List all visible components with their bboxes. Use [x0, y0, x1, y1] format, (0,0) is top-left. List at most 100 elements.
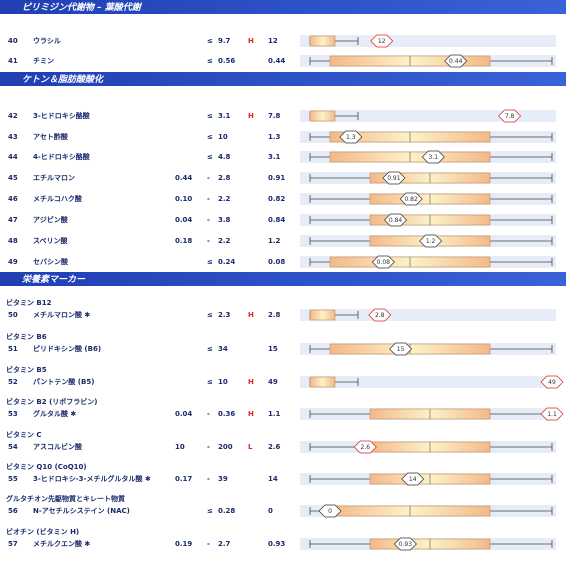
marker-label: 7.8: [505, 113, 515, 120]
analyte-name: エチルマロン: [33, 174, 75, 182]
marker-label: 0.91: [387, 175, 401, 182]
result-marker: [389, 342, 413, 356]
flag: H: [248, 410, 254, 418]
analyte-name: 3-ヒドロキシ-3-メチルグルタル酸 ✱: [33, 474, 151, 483]
marker-label: 15: [397, 346, 405, 353]
ref-low: 0.44: [175, 174, 192, 182]
section-header: [0, 72, 566, 86]
result-value: 1.2: [268, 237, 281, 245]
ref-high: 2.8: [218, 174, 231, 182]
result-marker: [419, 234, 443, 248]
group-label: ビタミン B5: [6, 365, 47, 374]
analyte-name: パントテン酸 (B5): [33, 377, 94, 386]
ref-op: -: [207, 443, 210, 451]
group-label: ビタミン C: [6, 430, 42, 439]
ref-high: 9.7: [218, 37, 231, 45]
marker-label: 0: [328, 508, 332, 515]
result-value: 0.93: [268, 540, 285, 548]
ref-high: 4.8: [218, 153, 231, 161]
group-label: ビオチン (ビタミン H): [6, 527, 79, 536]
row-number: 53: [8, 410, 18, 418]
result-value: 14: [268, 475, 278, 483]
group-label: グルタチオン先駆物質とキレート物質: [6, 494, 125, 503]
result-value: 0.82: [268, 195, 285, 203]
ref-low: 0.10: [175, 195, 192, 203]
row-number: 42: [8, 112, 18, 120]
result-marker: [318, 504, 342, 518]
group-label: ビタミン B6: [6, 332, 47, 341]
section-title: ケトン＆脂肪酸酸化: [22, 74, 105, 85]
analyte-name: グルタル酸 ✱: [33, 409, 76, 418]
ref-low: 0.19: [175, 540, 192, 548]
ref-high: 0.56: [218, 57, 235, 65]
group-label: ビタミン B2 (リボフラビン): [6, 397, 97, 406]
row-number: 45: [8, 174, 18, 182]
graph-band: [300, 309, 556, 321]
result-value: 0.84: [268, 216, 285, 224]
row-number: 56: [8, 507, 18, 515]
ref-high: 10: [218, 378, 228, 386]
row-number: 51: [8, 345, 18, 353]
analyte-name: セバシン酸: [33, 257, 69, 266]
marker-label: 2.8: [375, 312, 385, 319]
marker-label: 0.44: [449, 58, 463, 65]
marker-label: 49: [548, 379, 556, 386]
row-number: 54: [8, 443, 18, 451]
analyte-name: アスコルビン酸: [33, 442, 83, 451]
result-value: 7.8: [268, 112, 281, 120]
result-marker: [444, 54, 468, 68]
ref-op: ≤: [207, 57, 213, 65]
analyte-name: アジピン酸: [33, 215, 69, 224]
ref-high: 2.2: [218, 237, 231, 245]
ref-op: -: [207, 216, 210, 224]
row-number: 57: [8, 540, 18, 548]
marker-label: 0.82: [404, 196, 418, 203]
ref-op: -: [207, 475, 210, 483]
result-value: 49: [268, 378, 278, 386]
ref-box: [309, 309, 336, 321]
ref-op: ≤: [207, 133, 213, 141]
ref-high: 10: [218, 133, 228, 141]
result-marker: [353, 440, 377, 454]
row-number: 50: [8, 311, 18, 319]
ref-high: 0.28: [218, 507, 235, 515]
ref-low: 10: [175, 443, 185, 451]
analyte-name: スベリン酸: [33, 236, 69, 245]
marker-label: 3.1: [429, 154, 439, 161]
ref-op: -: [207, 237, 210, 245]
flag: H: [248, 378, 254, 386]
analyte-name: メチルコハク酸: [33, 194, 83, 203]
group-label: ビタミン Q10 (CoQ10): [6, 462, 87, 471]
ref-op: ≤: [207, 507, 213, 515]
marker-label: 12: [378, 38, 386, 45]
marker-label: 1.3: [346, 134, 356, 141]
result-value: 0.91: [268, 174, 285, 182]
flag: H: [248, 311, 254, 319]
ref-box: [309, 110, 336, 122]
flag: H: [248, 37, 254, 45]
analyte-name: メチルクエン酸 ✱: [33, 539, 90, 548]
result-value: 1.3: [268, 133, 281, 141]
result-value: 0.44: [268, 57, 285, 65]
marker-label: 0.08: [377, 259, 391, 266]
marker-label: 1.1: [547, 411, 557, 418]
row-number: 41: [8, 57, 18, 65]
result-marker: [401, 472, 425, 486]
result-marker: [382, 171, 406, 185]
ref-low: 0.04: [175, 216, 192, 224]
ref-op: -: [207, 195, 210, 203]
result-marker: [421, 150, 445, 164]
ref-op: -: [207, 540, 210, 548]
result-value: 0.08: [268, 258, 285, 266]
marker-label: 1.2: [426, 238, 436, 245]
ref-op: ≤: [207, 37, 213, 45]
ref-high: 39: [218, 475, 228, 483]
result-marker: [368, 308, 392, 322]
ref-high: 2.2: [218, 195, 231, 203]
ref-op: ≤: [207, 258, 213, 266]
analyte-name: メチルマロン酸 ✱: [33, 310, 90, 319]
ref-low: 0.18: [175, 237, 192, 245]
marker-label: 0.84: [389, 217, 403, 224]
result-value: 0: [268, 507, 273, 515]
row-number: 52: [8, 378, 18, 386]
